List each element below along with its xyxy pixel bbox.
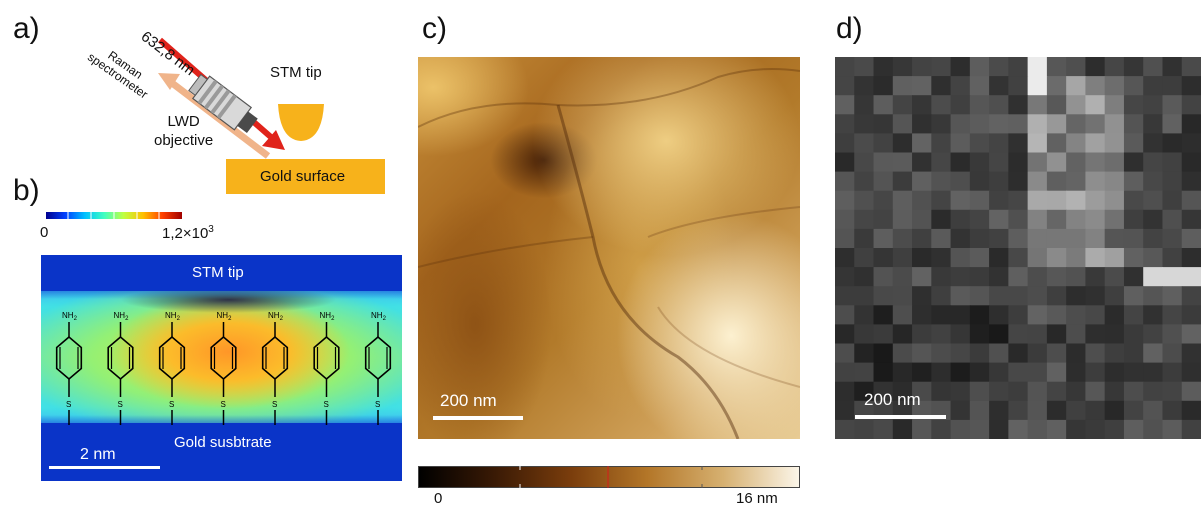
panel-b-letter: b) [13,174,40,207]
raman-beam-arrowhead [158,73,180,90]
svg-text:NH2: NH2 [217,311,233,322]
panel-b-heatmap [41,255,402,481]
panel-b-stm-tip-label: STM tip [192,264,244,281]
svg-text:S: S [169,400,174,409]
panel-c-colorbar-max: 16 nm [736,490,778,507]
panel-b-substrate-label: Gold susbtrate [174,434,272,451]
panel-c-letter: c) [422,12,447,45]
svg-text:NH2: NH2 [62,311,78,322]
panel-d-letter: d) [836,12,863,45]
molecule-5: NH2 S [261,311,289,425]
svg-text:S: S [118,400,123,409]
panel-b-colorbar-max: 1,2×103 [162,224,214,242]
panel-c-terrace-lines [418,68,800,439]
panel-b-scalebar-label: 2 nm [80,446,116,463]
molecule-1: NH2 S [55,311,83,425]
svg-text:S: S [375,400,380,409]
molecule-7: NH2 S [364,311,392,425]
stm-tip-shape [278,104,324,141]
svg-text:S: S [221,400,226,409]
svg-text:S: S [324,400,329,409]
svg-text:NH2: NH2 [371,311,387,322]
molecule-3: NH2 S [158,311,186,425]
panel-c-colorbar-min: 0 [434,490,443,507]
panel-b-colorbar-min: 0 [40,224,49,241]
panel-c-colorbar [418,466,800,488]
panel-b-colorbar-max-base: 1,2×10 [162,225,209,242]
panel-d-scalebar [855,415,946,419]
svg-text:NH2: NH2 [320,311,336,322]
panel-a-letter: a) [13,12,40,45]
panel-c-stm-image: 200 nm [418,57,800,439]
panel-c-colorbar-ticks [519,466,703,488]
panel-b-scalebar [49,466,160,469]
panel-c-scalebar-label: 200 nm [440,391,497,410]
gold-surface-label: Gold surface [260,168,346,185]
stm-tip-label-a: STM tip [270,64,322,81]
svg-text:NH2: NH2 [114,311,130,322]
objective-label-line1: LWD [167,113,200,130]
molecule-6: NH2 S [313,311,340,425]
svg-text:NH2: NH2 [268,311,284,322]
svg-text:NH2: NH2 [165,311,181,322]
objective-label-line2: objective [154,132,214,149]
panel-b-colorbar-max-exp: 3 [208,224,214,235]
objective-label: LWD objective [154,112,213,150]
svg-text:S: S [272,400,277,409]
panel-b-colorbar-ticks [67,212,160,219]
svg-text:S: S [66,400,71,409]
laser-arrowhead [262,130,285,150]
objective-icon [188,73,258,134]
panel-c-scalebar [433,416,523,420]
molecule-4: NH2 S [210,311,237,425]
panel-d-scalebar-label: 200 nm [864,390,921,409]
panel-d-raman-map [835,57,1201,439]
molecule-2: NH2 S [107,311,134,425]
panel-a-schematic [158,37,385,194]
panel-b-molecules: NH2 S NH2 S NH2 S NH2 S NH2 S NH2 S NH2 S [55,311,392,425]
gold-surface-rect [226,159,385,194]
